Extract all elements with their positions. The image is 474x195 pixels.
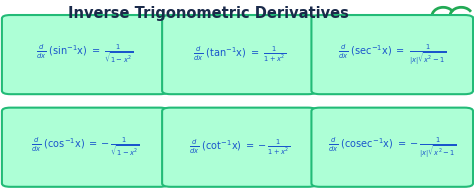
- FancyBboxPatch shape: [311, 108, 473, 187]
- Text: $\frac{d}{dx}$ (sin$^{-1}$x) $=$ $\frac{1}{\sqrt{1-x^2}}$: $\frac{d}{dx}$ (sin$^{-1}$x) $=$ $\frac{…: [36, 43, 134, 66]
- FancyBboxPatch shape: [2, 15, 168, 94]
- FancyBboxPatch shape: [162, 15, 317, 94]
- Text: Inverse Trigonometric Derivatives: Inverse Trigonometric Derivatives: [68, 6, 349, 21]
- FancyBboxPatch shape: [162, 108, 317, 187]
- Text: $\frac{d}{dx}$ (cosec$^{-1}$x) $= -\frac{1}{|x|\sqrt{x^2-1}}$: $\frac{d}{dx}$ (cosec$^{-1}$x) $= -\frac…: [328, 135, 456, 160]
- Text: $\frac{d}{dx}$ (tan$^{-1}$x) $=$ $\frac{1}{1+x^2}$: $\frac{d}{dx}$ (tan$^{-1}$x) $=$ $\frac{…: [193, 45, 286, 64]
- FancyBboxPatch shape: [2, 108, 168, 187]
- Text: $\frac{d}{dx}$ (sec$^{-1}$x) $=$ $\frac{1}{|x|\sqrt{x^2-1}}$: $\frac{d}{dx}$ (sec$^{-1}$x) $=$ $\frac{…: [338, 42, 447, 67]
- Text: $\frac{d}{dx}$ (cos$^{-1}$x) $= -\frac{1}{\sqrt{1-x^2}}$: $\frac{d}{dx}$ (cos$^{-1}$x) $= -\frac{1…: [31, 136, 139, 159]
- FancyBboxPatch shape: [311, 15, 473, 94]
- Text: $\frac{d}{dx}$ (cot$^{-1}$x) $= -\frac{1}{1+x^2}$: $\frac{d}{dx}$ (cot$^{-1}$x) $= -\frac{1…: [189, 137, 290, 157]
